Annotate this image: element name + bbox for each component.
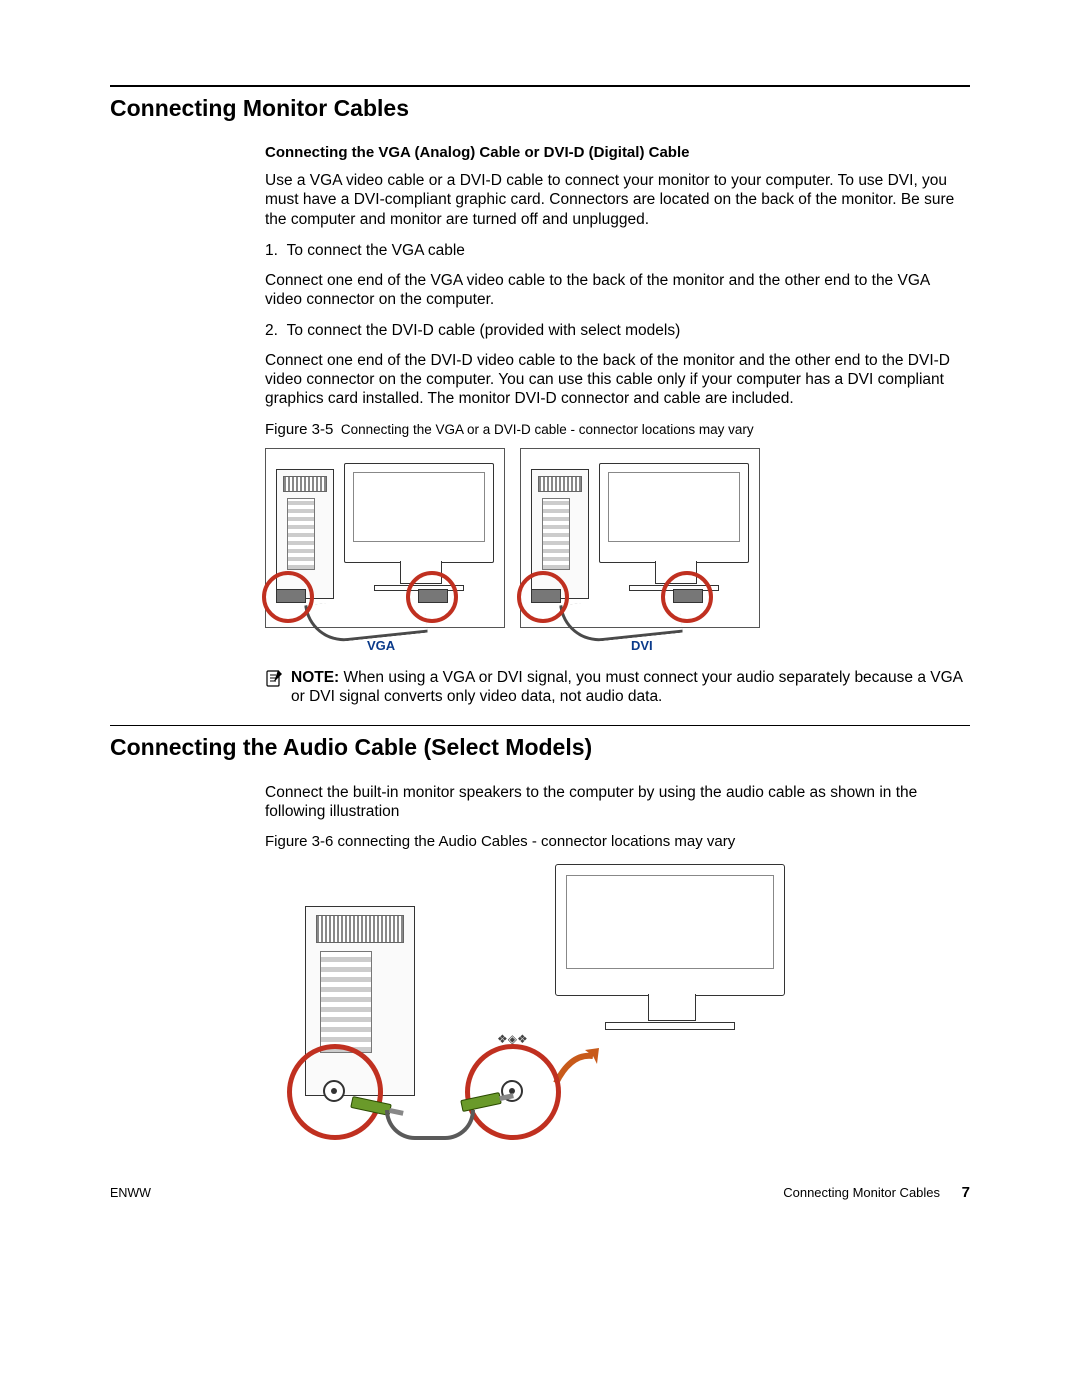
section1-heading: Connecting Monitor Cables [110, 95, 970, 122]
note-body: When using a VGA or DVI signal, you must… [291, 669, 962, 705]
list-text-1: To connect the VGA cable [287, 242, 465, 259]
section1-content: Connecting the VGA (Analog) Cable or DVI… [265, 144, 970, 707]
section2-heading: Connecting the Audio Cable (Select Model… [110, 734, 970, 761]
footer-section-title: Connecting Monitor Cables [783, 1185, 940, 1200]
note-label: NOTE: [291, 669, 339, 686]
highlight-ring-icon [517, 571, 569, 623]
figure-3-6: ❖◈❖ [275, 864, 815, 1144]
highlight-ring-icon [262, 571, 314, 623]
audio-jack-icon [323, 1080, 345, 1102]
figure-3-5-caption: Figure 3-5 Connecting the VGA or a DVI-D… [265, 421, 970, 438]
list-num-2: 2. [265, 322, 278, 339]
section1-subheading: Connecting the VGA (Analog) Cable or DVI… [265, 144, 970, 161]
list-text-2: To connect the DVI-D cable (provided wit… [287, 322, 681, 339]
monitor-back-icon [555, 864, 785, 996]
list-body-1: Connect one end of the VGA video cable t… [265, 271, 970, 310]
list-item-2: 2. To connect the DVI-D cable (provided … [265, 321, 970, 340]
figure-3-5: VGA DVI [265, 448, 765, 658]
monitor-stand-icon [605, 1022, 735, 1030]
section2-content: Connect the built-in monitor speakers to… [265, 783, 970, 1145]
fig35-dvi-label: DVI [631, 638, 653, 653]
document-page: Connecting Monitor Cables Connecting the… [0, 0, 1080, 1241]
rule-top [110, 85, 970, 87]
page-number: 7 [962, 1184, 970, 1201]
fig35-label: Figure 3-5 [265, 421, 333, 438]
section1-intro: Use a VGA video cable or a DVI-D cable t… [265, 171, 970, 229]
footer-left: ENWW [110, 1186, 151, 1200]
list-body-2: Connect one end of the DVI-D video cable… [265, 351, 970, 409]
monitor-back-icon [599, 463, 749, 563]
list-item-1: 1. To connect the VGA cable [265, 241, 970, 260]
fig35-panel-dvi [520, 448, 760, 628]
list-num-1: 1. [265, 242, 278, 259]
audio-cable-icon [385, 1110, 475, 1140]
fig35-panel-vga [265, 448, 505, 628]
figure-3-6-caption: Figure 3-6 connecting the Audio Cables -… [265, 833, 970, 852]
note-block: NOTE: When using a VGA or DVI signal, yo… [265, 668, 970, 707]
note-icon [265, 669, 283, 694]
highlight-ring-icon [406, 571, 458, 623]
note-text: NOTE: When using a VGA or DVI signal, yo… [291, 668, 970, 707]
fig35-text: Connecting the VGA or a DVI-D cable - co… [341, 422, 754, 437]
monitor-back-icon [344, 463, 494, 563]
section2-intro: Connect the built-in monitor speakers to… [265, 783, 970, 822]
fig35-vga-label: VGA [367, 638, 395, 653]
page-footer: ENWW Connecting Monitor Cables 7 [110, 1184, 970, 1201]
rule-mid [110, 725, 970, 726]
highlight-ring-icon [661, 571, 713, 623]
footer-right: Connecting Monitor Cables 7 [783, 1184, 970, 1201]
